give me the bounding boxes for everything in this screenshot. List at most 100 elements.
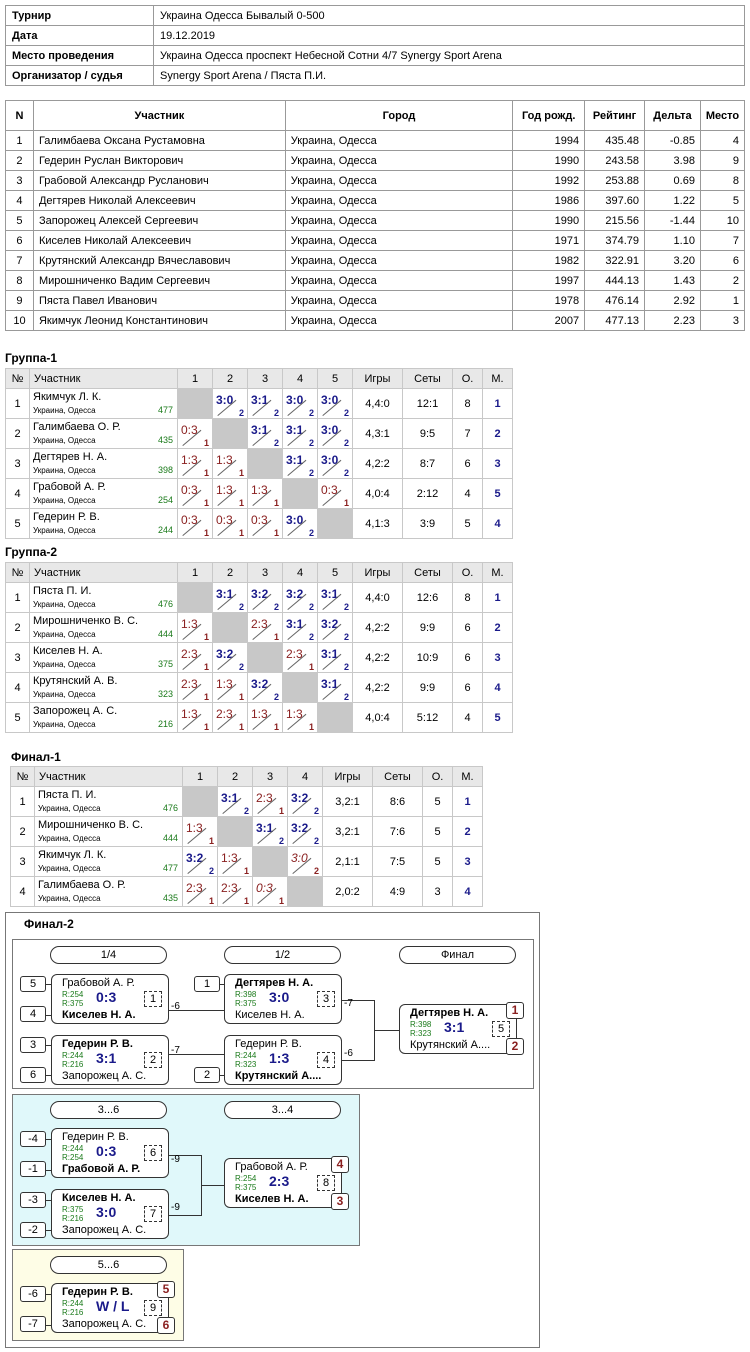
- match-result-cell[interactable]: 3:1 2: [317, 582, 353, 613]
- match-result-cell[interactable]: 3:2 2: [287, 786, 323, 817]
- player-top: Гедерин Р. В.: [62, 1131, 129, 1143]
- rating: 476.14: [584, 290, 646, 311]
- match-box[interactable]: Дегтярев Н. А. R:398 R:323 3:1 Крутянский А.…: [399, 1004, 517, 1054]
- match-result-cell[interactable]: 3:2 2: [212, 642, 248, 673]
- match-result-cell[interactable]: 1:3 1: [247, 702, 283, 733]
- match-result-cell[interactable]: 2:3 1: [282, 642, 318, 673]
- rating-top: R:375: [62, 1205, 84, 1214]
- match-points: 2: [313, 806, 319, 816]
- group-row: 4 Галимбаева О. Р. Украина, Одесса 435 2:3 1 2…: [10, 876, 483, 907]
- match-result-cell[interactable]: 3:0 2: [317, 448, 353, 479]
- match-result-cell[interactable]: 0:3 1: [252, 876, 288, 907]
- match-result-cell[interactable]: 3:2 2: [247, 582, 283, 613]
- match-result-cell[interactable]: 3:0 2: [317, 388, 353, 419]
- match-result-cell[interactable]: 0:3 1: [177, 508, 213, 539]
- group-place: 1: [452, 786, 483, 817]
- bracket-line: [46, 1075, 51, 1076]
- match-result-cell[interactable]: 3:1 2: [282, 418, 318, 449]
- player-cell: Запорожец А. С. Украина, Одесса 216: [29, 702, 178, 733]
- bracket-line: [46, 1325, 51, 1326]
- match-result-cell[interactable]: 1:3 1: [177, 612, 213, 643]
- match-result-cell[interactable]: 3:0 2: [282, 508, 318, 539]
- player-name: Запорожец Алексей Сергеевич: [32, 210, 286, 231]
- match-result-cell[interactable]: 3:1 2: [317, 672, 353, 703]
- match-result-cell[interactable]: 1:3 1: [182, 816, 218, 847]
- match-score: 1:3: [181, 453, 198, 467]
- match-result-cell[interactable]: 1:3 1: [217, 846, 253, 877]
- bracket-line: [169, 1155, 201, 1156]
- match-result-cell[interactable]: 3:2 2: [282, 582, 318, 613]
- match-box[interactable]: Гедерин Р. В. R:244 R:216 W / L Запорожец А.…: [51, 1283, 169, 1333]
- match-result-cell[interactable]: 1:3 1: [212, 478, 248, 509]
- match-result-cell[interactable]: 2:3 1: [252, 786, 288, 817]
- match-result-cell[interactable]: 2:3 1: [212, 702, 248, 733]
- group-place: 4: [482, 672, 513, 703]
- match-result-cell[interactable]: 3:1 2: [317, 642, 353, 673]
- match-result-cell[interactable]: 3:1 2: [247, 388, 283, 419]
- match-box[interactable]: Киселев Н. А. R:375 R:216 3:0 Запорожец А. С…: [51, 1189, 169, 1239]
- match-result-cell[interactable]: 3:2 2: [287, 816, 323, 847]
- games-total: 4,4:0: [352, 388, 403, 419]
- match-result-cell[interactable]: 3:0 2: [212, 388, 248, 419]
- points-total: 5: [422, 786, 453, 817]
- match-result-cell[interactable]: 3:1 2: [217, 786, 253, 817]
- row-number: 4: [5, 672, 30, 703]
- match-box[interactable]: Гедерин Р. В. R:244 R:254 0:3 Грабовой А. Р.…: [51, 1128, 169, 1178]
- match-points: 2: [243, 806, 249, 816]
- column-header: Сеты: [402, 368, 453, 389]
- match-result-cell[interactable]: 3:0 2: [317, 418, 353, 449]
- match-result-cell[interactable]: 0:3 1: [177, 418, 213, 449]
- match-result-cell[interactable]: 3:1 2: [212, 582, 248, 613]
- bracket-line: [169, 1010, 224, 1011]
- match-result-cell[interactable]: 1:3 1: [212, 672, 248, 703]
- match-result-cell[interactable]: 3:1 2: [252, 816, 288, 847]
- player-cell: Галимбаева О. Р. Украина, Одесса 435: [29, 418, 178, 449]
- rating-delta: 3.98: [644, 150, 701, 171]
- match-result-cell[interactable]: 0:3 1: [177, 478, 213, 509]
- match-number: 7: [144, 1206, 162, 1222]
- match-points: 2: [343, 632, 349, 642]
- match-result-cell[interactable]: 2:3 1: [247, 612, 283, 643]
- match-result-cell[interactable]: 3:1 2: [282, 612, 318, 643]
- column-header: №: [5, 562, 30, 583]
- match-box[interactable]: Гедерин Р. В. R:244 R:323 1:3 Крутянский А..…: [224, 1035, 342, 1085]
- match-result-cell[interactable]: 2:3 1: [177, 642, 213, 673]
- match-box[interactable]: Грабовой А. Р. R:254 R:375 2:3 Киселев Н. А.…: [224, 1158, 342, 1208]
- match-result-cell[interactable]: 3:0 2: [282, 388, 318, 419]
- player-city: Украина, Одесса: [38, 894, 101, 903]
- match-result-cell[interactable]: 3:2 2: [317, 612, 353, 643]
- match-result-cell[interactable]: 1:3 1: [177, 448, 213, 479]
- match-result-cell[interactable]: 1:3 1: [177, 702, 213, 733]
- rating-bottom: R:323: [235, 1060, 257, 1069]
- match-result-cell[interactable]: 3:0 2: [287, 846, 323, 877]
- sets-total: 9:9: [402, 672, 453, 703]
- match-result-cell[interactable]: 2:3 1: [217, 876, 253, 907]
- player-cell: Мирошниченко В. С. Украина, Одесса 444: [34, 816, 183, 847]
- match-result-cell[interactable]: 2:3 1: [182, 876, 218, 907]
- match-number: 6: [144, 1145, 162, 1161]
- player-cell: Пяста П. И. Украина, Одесса 476: [34, 786, 183, 817]
- match-score: 3:1: [251, 393, 269, 407]
- match-result-cell[interactable]: 3:1 2: [247, 418, 283, 449]
- match-box[interactable]: Гедерин Р. В. R:244 R:216 3:1 Запорожец А. С…: [51, 1035, 169, 1085]
- match-box[interactable]: Грабовой А. Р. R:254 R:375 0:3 Киселев Н. А.…: [51, 974, 169, 1024]
- match-points: 1: [243, 896, 249, 906]
- match-result-cell[interactable]: 0:3 1: [317, 478, 353, 509]
- match-result-cell[interactable]: 3:1 2: [282, 448, 318, 479]
- match-result-cell[interactable]: 0:3 1: [247, 508, 283, 539]
- match-result-cell[interactable]: 3:2 2: [182, 846, 218, 877]
- info-value: Украина Одесса Бывалый 0-500: [153, 5, 745, 26]
- match-box[interactable]: Дегтярев Н. А. R:398 R:375 3:0 Киселев Н. А.…: [224, 974, 342, 1024]
- match-result-cell[interactable]: 1:3 1: [282, 702, 318, 733]
- match-result-cell[interactable]: 2:3 1: [177, 672, 213, 703]
- match-result-cell[interactable]: 0:3 1: [212, 508, 248, 539]
- points-total: 5: [422, 846, 453, 877]
- match-result-cell[interactable]: 1:3 1: [247, 478, 283, 509]
- self-cell: [247, 642, 283, 673]
- games-total: 4,2:2: [352, 642, 403, 673]
- match-points: 2: [343, 438, 349, 448]
- birth-year: 1992: [512, 170, 586, 191]
- row-number: 2: [5, 150, 34, 171]
- match-result-cell[interactable]: 3:2 2: [247, 672, 283, 703]
- match-result-cell[interactable]: 1:3 1: [212, 448, 248, 479]
